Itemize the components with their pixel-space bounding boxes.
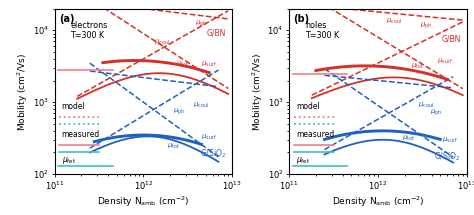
Y-axis label: Mobility (cm$^2$/Vs): Mobility (cm$^2$/Vs) — [16, 52, 30, 131]
Text: $\mu_\mathrm{ph}$: $\mu_\mathrm{ph}$ — [195, 18, 208, 29]
Text: $\mu_\mathrm{surf}$: $\mu_\mathrm{surf}$ — [437, 57, 453, 66]
Text: model: model — [296, 102, 320, 111]
Text: $\mu_\mathrm{coul}$: $\mu_\mathrm{coul}$ — [385, 17, 402, 26]
Text: $\mu_\mathrm{ph}$: $\mu_\mathrm{ph}$ — [173, 106, 185, 117]
Text: $\mu_\mathrm{ph}$: $\mu_\mathrm{ph}$ — [430, 108, 442, 118]
Text: $\mu_\mathrm{fet}$: $\mu_\mathrm{fet}$ — [296, 155, 310, 166]
Text: (b): (b) — [293, 14, 310, 24]
Y-axis label: Mobility (cm$^2$/Vs): Mobility (cm$^2$/Vs) — [250, 52, 264, 131]
X-axis label: Density N$_{\mathrm{amb}}$ (cm$^{-2}$): Density N$_{\mathrm{amb}}$ (cm$^{-2}$) — [332, 195, 424, 209]
Text: $\mu_\mathrm{coul}$: $\mu_\mathrm{coul}$ — [154, 38, 170, 47]
Text: $\mu_\mathrm{fet}$: $\mu_\mathrm{fet}$ — [62, 155, 76, 166]
Text: $\mu_\mathrm{coul}$: $\mu_\mathrm{coul}$ — [193, 101, 210, 111]
Text: $\mu_\mathrm{tot}$: $\mu_\mathrm{tot}$ — [411, 62, 424, 71]
Text: G/BN: G/BN — [207, 28, 226, 37]
Text: G/BN: G/BN — [441, 34, 461, 43]
Text: $\mu_\mathrm{ph}$: $\mu_\mathrm{ph}$ — [420, 21, 433, 31]
Text: $\mu_\mathrm{tot}$: $\mu_\mathrm{tot}$ — [402, 134, 415, 143]
Text: model: model — [62, 102, 85, 111]
Text: G/SiO$_2$: G/SiO$_2$ — [434, 150, 461, 163]
Text: (a): (a) — [59, 14, 74, 24]
Text: G/SiO$_2$: G/SiO$_2$ — [200, 148, 226, 160]
Text: $\mu_\mathrm{surf}$: $\mu_\mathrm{surf}$ — [442, 136, 458, 145]
Text: measured: measured — [62, 130, 100, 139]
Text: $\mu_\mathrm{coul}$: $\mu_\mathrm{coul}$ — [418, 101, 435, 111]
X-axis label: Density N$_{\mathrm{amb}}$ (cm$^{-2}$): Density N$_{\mathrm{amb}}$ (cm$^{-2}$) — [97, 195, 190, 209]
Text: $\mu_\mathrm{surf}$: $\mu_\mathrm{surf}$ — [201, 60, 217, 69]
Text: $\mu_\mathrm{tot}$: $\mu_\mathrm{tot}$ — [176, 60, 190, 69]
Text: $\mu_\mathrm{tot}$: $\mu_\mathrm{tot}$ — [167, 142, 181, 151]
Text: measured: measured — [296, 130, 335, 139]
Text: holes
T=300 K: holes T=300 K — [305, 21, 339, 40]
Text: electrons
T=300 K: electrons T=300 K — [70, 21, 108, 40]
Text: $\mu_\mathrm{surf}$: $\mu_\mathrm{surf}$ — [201, 133, 217, 142]
